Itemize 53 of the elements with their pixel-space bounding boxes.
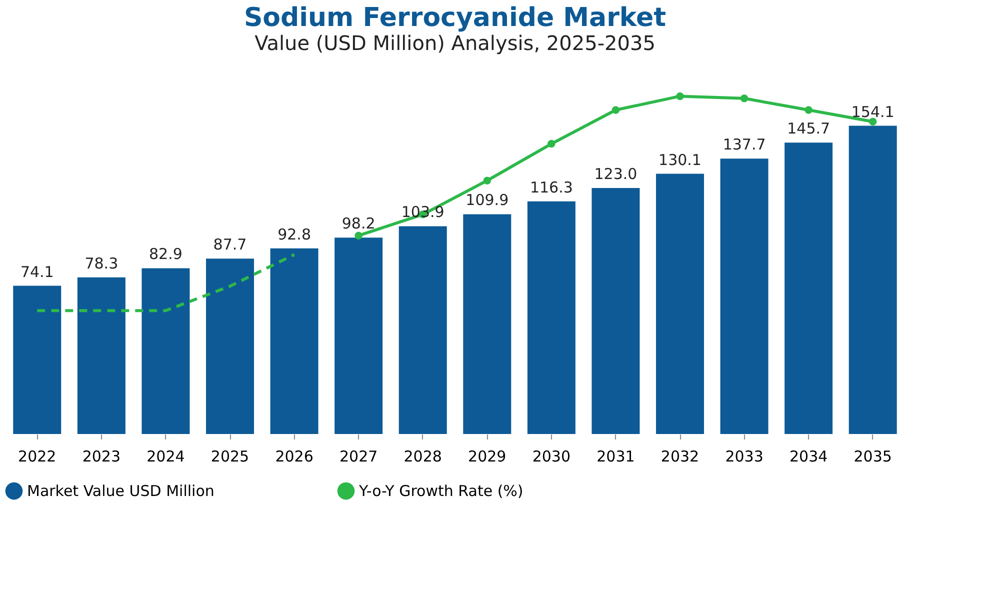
data-label: 98.2 <box>342 214 376 233</box>
data-label: 78.3 <box>84 254 118 272</box>
data-label: 116.3 <box>530 178 573 196</box>
data-label: 82.9 <box>149 245 182 264</box>
bar <box>527 201 576 434</box>
legend-label: Y-o-Y Growth Rate (%) <box>358 482 524 500</box>
data-label: 109.9 <box>466 191 509 210</box>
bar <box>206 258 254 434</box>
bar <box>463 214 512 434</box>
x-tick-label: 2023 <box>82 448 121 466</box>
bar <box>656 174 704 434</box>
point <box>676 92 684 100</box>
x-tick-label: 2029 <box>468 448 506 466</box>
bar <box>13 286 62 434</box>
x-tick-label: 2027 <box>339 448 378 466</box>
bar <box>142 268 190 434</box>
x-tick-label: 2031 <box>596 448 635 466</box>
x-tick-label: 2024 <box>146 448 185 466</box>
x-tick-label: 2022 <box>18 448 56 466</box>
point <box>483 176 492 184</box>
bar <box>77 277 126 434</box>
data-label: 130.1 <box>658 150 702 169</box>
data-label: 92.8 <box>278 225 311 244</box>
x-tick-label: 2033 <box>725 448 764 466</box>
point <box>804 106 812 114</box>
x-tick-label: 2035 <box>854 448 892 466</box>
legend-label: Market Value USD Million <box>27 482 214 500</box>
x-tick-label: 2032 <box>660 448 700 466</box>
x-tick-label: 2034 <box>789 448 828 466</box>
data-label: 137.7 <box>722 136 766 154</box>
bar <box>848 126 897 434</box>
x-tick-label: 2028 <box>404 448 442 466</box>
data-label: 145.7 <box>787 120 830 138</box>
point <box>740 94 748 102</box>
point <box>548 140 556 148</box>
data-label: 154.1 <box>851 102 894 121</box>
chart-title: Sodium Ferrocyanide Market <box>244 3 666 33</box>
bar <box>592 188 640 434</box>
x-tick-label: 2026 <box>275 448 314 466</box>
chart-subtitle: Value (USD Million) Analysis, 2025-2035 <box>254 31 656 55</box>
data-label: 87.7 <box>213 236 247 254</box>
x-tick-label: 2025 <box>210 448 250 466</box>
data-label: 74.1 <box>20 262 54 281</box>
point <box>354 232 362 240</box>
bar <box>270 248 318 434</box>
bar <box>398 226 447 434</box>
bar <box>720 158 768 434</box>
data-label: 123.0 <box>594 165 638 183</box>
point <box>868 118 877 126</box>
point <box>612 106 620 114</box>
x-tick-label: 2030 <box>532 448 571 466</box>
bar <box>334 238 383 434</box>
bar <box>784 142 833 434</box>
